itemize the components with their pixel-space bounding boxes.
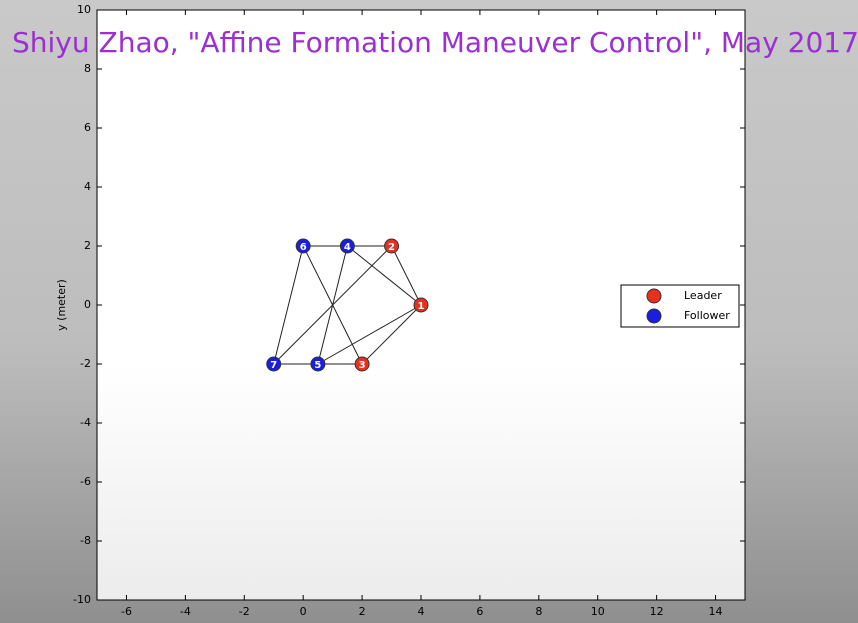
- chart-title: Shiyu Zhao, "Affine Formation Maneuver C…: [12, 26, 858, 59]
- node-label: 6: [300, 242, 307, 253]
- y-tick-label: 0: [84, 298, 91, 311]
- node-label: 7: [270, 360, 277, 371]
- legend: [620, 284, 740, 328]
- x-tick-label: 0: [300, 605, 307, 618]
- legend-label: Leader: [684, 289, 722, 302]
- edge: [361, 304, 422, 365]
- node-label: 2: [388, 242, 395, 253]
- y-tick-label: 6: [84, 121, 91, 134]
- y-axis-label: y (meter): [55, 279, 68, 331]
- x-tick-label: 10: [591, 605, 605, 618]
- x-tick-label: -4: [180, 605, 191, 618]
- node: [384, 238, 400, 254]
- node-label: 3: [359, 360, 366, 371]
- node: [339, 238, 355, 254]
- x-tick-label: 6: [476, 605, 483, 618]
- x-tick-label: 2: [359, 605, 366, 618]
- node-label: 4: [344, 242, 351, 253]
- edge: [347, 245, 422, 306]
- x-tick-label: 8: [535, 605, 542, 618]
- node: [266, 356, 282, 372]
- y-tick-label: 4: [84, 180, 91, 193]
- y-tick-label: 10: [77, 3, 91, 16]
- y-tick-label: -4: [80, 416, 91, 429]
- x-tick-label: 14: [709, 605, 723, 618]
- y-tick-label: -10: [73, 593, 91, 606]
- x-tick-label: -2: [239, 605, 250, 618]
- node-label: 5: [314, 360, 321, 371]
- x-tick-label: 4: [418, 605, 425, 618]
- y-tick-label: -8: [80, 534, 91, 547]
- y-tick-label: -6: [80, 475, 91, 488]
- edge: [317, 304, 422, 365]
- node: [310, 356, 326, 372]
- node-label: 1: [418, 301, 425, 312]
- edge: [273, 245, 304, 365]
- x-tick-label: 12: [650, 605, 664, 618]
- legend-marker: [646, 308, 662, 324]
- node: [413, 297, 429, 313]
- node: [295, 238, 311, 254]
- edge: [317, 245, 348, 365]
- edge: [391, 245, 422, 306]
- legend-marker: [646, 288, 662, 304]
- y-tick-label: 8: [84, 62, 91, 75]
- node: [354, 356, 370, 372]
- y-tick-label: -2: [80, 357, 91, 370]
- y-tick-label: 2: [84, 239, 91, 252]
- legend-label: Follower: [684, 309, 730, 322]
- x-tick-label: -6: [121, 605, 132, 618]
